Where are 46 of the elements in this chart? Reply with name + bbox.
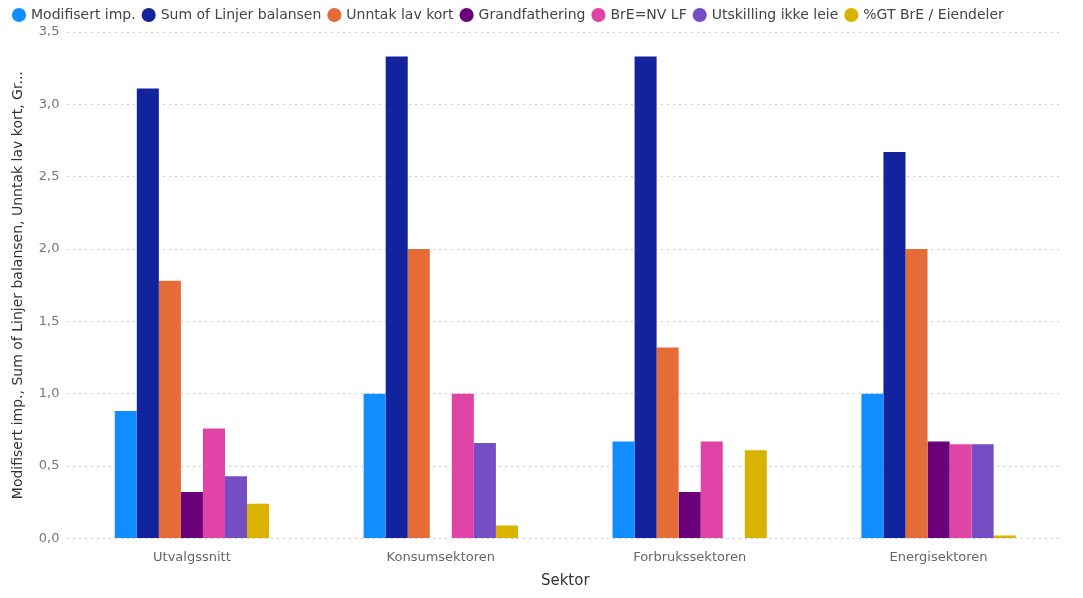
bar	[883, 152, 906, 538]
bar	[656, 347, 679, 538]
bar	[861, 393, 884, 538]
bar	[202, 428, 225, 538]
x-tick-label: Konsumsektoren	[386, 548, 495, 564]
legend-label: Unntak lav kort	[346, 5, 455, 22]
bar	[158, 280, 181, 538]
bar	[363, 393, 386, 538]
bar	[744, 450, 767, 538]
y-tick-label: 1,5	[38, 312, 60, 328]
y-tick-label: 0,5	[38, 457, 60, 473]
bar	[407, 249, 430, 538]
y-tick-label: 0,0	[38, 529, 60, 545]
bar	[224, 476, 248, 538]
bar	[905, 249, 928, 538]
legend-label: Utskilling ikke leie	[711, 5, 839, 22]
bar	[700, 441, 723, 538]
legend-label: %GT BrE / Eiendeler	[863, 5, 1004, 22]
bar	[136, 88, 159, 538]
bar	[927, 441, 950, 538]
bar	[612, 441, 635, 538]
x-tick-label: Energisektoren	[889, 548, 988, 564]
legend-label: Grandfathering	[478, 5, 586, 22]
bar	[971, 444, 994, 538]
bar	[495, 525, 518, 538]
bar	[451, 393, 474, 538]
bar	[634, 56, 657, 538]
y-axis-title: Modifisert imp., Sum of Linjer balansen, Unntak lav kort, Gr...	[9, 71, 26, 500]
y-tick-label: 3,0	[38, 95, 60, 111]
x-tick-label: Utvalgssnitt	[153, 548, 231, 564]
y-tick-label: 2,5	[38, 168, 60, 184]
bar	[385, 56, 408, 538]
y-tick-label: 1,0	[38, 385, 60, 401]
legend-label: Sum of Linjer balansen	[160, 5, 322, 22]
y-tick-label: 3,5	[38, 23, 60, 39]
bar	[180, 492, 203, 538]
bar	[114, 411, 137, 538]
legend-label: BrE=NV LF	[610, 5, 687, 22]
x-axis-title: Sektor	[540, 570, 591, 589]
legend-label: Modifisert imp.	[31, 5, 136, 22]
bar	[247, 503, 270, 538]
bar	[473, 442, 496, 538]
x-tick-label: Forbrukssektoren	[633, 548, 747, 564]
y-tick-label: 2,0	[38, 240, 60, 256]
bar	[949, 444, 972, 538]
bar	[678, 492, 701, 538]
